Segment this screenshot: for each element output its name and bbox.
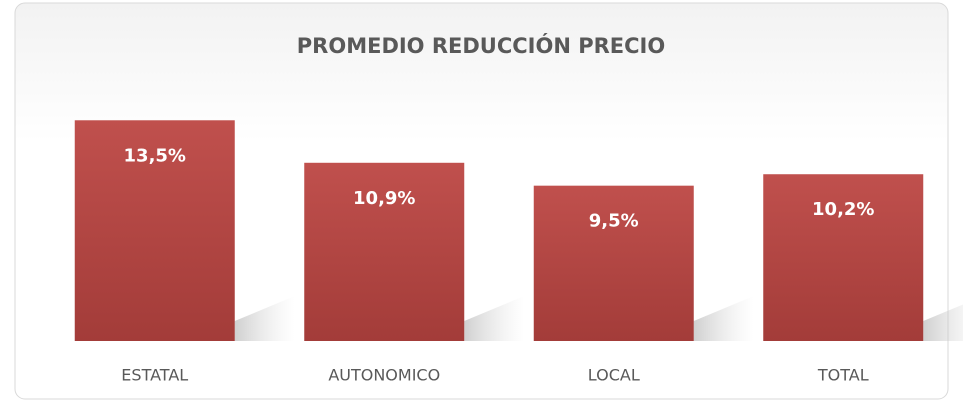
chart-frame [14, 2, 949, 400]
data-label: 13,5% [124, 145, 186, 166]
bar-shadow [693, 296, 754, 341]
data-label: 10,2% [812, 199, 874, 220]
chart-title: PROMEDIO REDUCCIÓN PRECIO [297, 33, 665, 58]
bar [763, 174, 924, 341]
data-label: 10,9% [353, 188, 415, 209]
x-tick-label: ESTATAL [121, 366, 188, 385]
bar [533, 185, 694, 341]
x-tick-label: LOCAL [588, 366, 640, 385]
x-tick-label: TOTAL [817, 366, 869, 385]
x-tick-label: AUTONOMICO [328, 366, 440, 385]
bar [304, 162, 465, 341]
bar [74, 120, 235, 342]
data-label: 9,5% [589, 211, 639, 232]
bar-shadow [923, 304, 963, 341]
bar-shadow [464, 296, 525, 341]
bar-shadow [234, 296, 295, 341]
